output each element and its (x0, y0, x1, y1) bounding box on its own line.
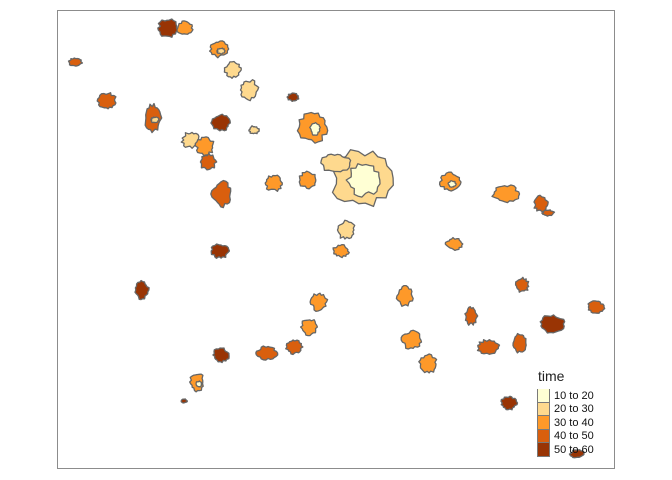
legend-swatch (537, 389, 550, 403)
isochrone-region (248, 125, 260, 135)
isochrone-region (395, 284, 414, 307)
legend-label: 10 to 20 (554, 389, 594, 402)
isochrone-region (210, 243, 231, 259)
isochrone-region (332, 243, 350, 259)
isochrone-region (96, 92, 117, 110)
map-frame (57, 10, 615, 469)
isochrone-region (491, 184, 521, 204)
isochrone-region (210, 179, 232, 209)
isochrone-region (67, 57, 84, 67)
isochrone-region (444, 236, 464, 252)
isochrone-region (568, 449, 585, 459)
map-regions (67, 18, 606, 459)
legend-item-50-60: 50 to 60 (537, 443, 617, 457)
isochrone-region (500, 395, 519, 411)
legend-label: 50 to 60 (554, 443, 594, 456)
isochrone-region (210, 113, 231, 132)
legend-label: 40 to 50 (554, 430, 594, 443)
isochrone-region (533, 194, 549, 213)
isochrone-region (400, 329, 423, 350)
legend-label: 30 to 40 (554, 416, 594, 429)
isochrone-region (180, 398, 189, 404)
isochrone-region (285, 339, 304, 356)
legend: time 10 to 20 20 to 30 30 to 40 40 to 50… (537, 368, 617, 457)
isochrone-inner-region (216, 47, 226, 55)
isochrone-inner-region (447, 180, 457, 188)
isochrone-region (514, 276, 530, 293)
isochrone-region (239, 79, 260, 102)
isochrone-region (476, 339, 501, 355)
isochrone-region (176, 20, 194, 35)
isochrone-region (418, 353, 438, 374)
isochrone-region (286, 92, 300, 103)
legend-item-30-40: 30 to 40 (537, 416, 617, 430)
isochrone-inner-region (309, 121, 321, 136)
isochrone-region (255, 345, 279, 361)
isochrone-region (539, 314, 566, 334)
isochrone-region (212, 347, 230, 364)
isochrone-region (587, 300, 606, 314)
isochrone-region (541, 209, 556, 217)
isochrone-region (194, 136, 215, 157)
isochrone-region (320, 153, 352, 173)
isochrone-region (464, 306, 479, 326)
isochrone-region (512, 332, 527, 354)
isochrone-inner-region (150, 116, 160, 124)
legend-item-40-50: 40 to 50 (537, 429, 617, 443)
legend-item-20-30: 20 to 30 (537, 402, 617, 416)
legend-swatch (537, 429, 550, 443)
legend-swatch (537, 402, 550, 416)
isochrone-region (309, 292, 329, 312)
isochrone-region (223, 60, 242, 79)
isochrone-inner-region (345, 163, 381, 198)
legend-swatch (537, 443, 550, 457)
isochrone-region (199, 152, 218, 171)
isochrone-region (336, 219, 356, 240)
isochrone-region (299, 319, 319, 337)
legend-label: 20 to 30 (554, 403, 594, 416)
isochrone-region (298, 170, 317, 190)
isochrone-inner-region (195, 380, 203, 388)
legend-swatch (537, 416, 550, 430)
isochrone-region (157, 18, 180, 38)
isochrone-region (134, 279, 150, 301)
isochrone-region (264, 174, 283, 192)
legend-title: time (538, 368, 565, 384)
legend-item-10-20: 10 to 20 (537, 389, 617, 403)
